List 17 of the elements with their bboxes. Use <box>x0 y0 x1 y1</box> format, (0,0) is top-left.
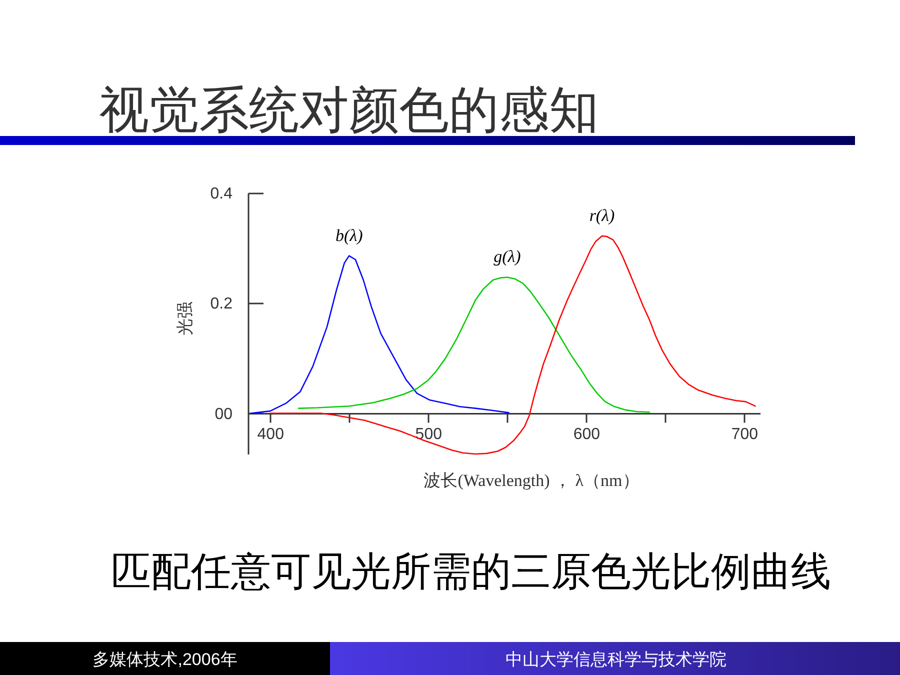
y-tick-label: 0.4 <box>210 186 233 202</box>
x-tick-label: 500 <box>415 426 442 443</box>
x-tick-label: 400 <box>257 426 284 443</box>
x-tick-label: 700 <box>731 426 758 443</box>
line-series <box>298 276 650 413</box>
y-axis-title: 光强 <box>176 302 194 336</box>
x-tick-label: 600 <box>573 426 600 443</box>
series-label: g(λ) <box>494 247 522 266</box>
text: 中山大学信息科学与技术学院 <box>506 650 726 669</box>
chart-title: 视觉系统对颜色的感知 <box>99 82 599 138</box>
text: 多媒体技术,2006年 <box>92 650 238 669</box>
y-tick-label: 00 <box>214 406 233 423</box>
series-label: b(λ) <box>336 226 364 245</box>
series-label: r(λ) <box>589 206 615 225</box>
x-axis-title: 波长(Wavelength) ， λ（nm） <box>424 470 640 490</box>
text: 匹配任意可见光所需的三原色光比例曲线 <box>111 550 831 594</box>
y-tick-label: 0.2 <box>210 296 233 313</box>
